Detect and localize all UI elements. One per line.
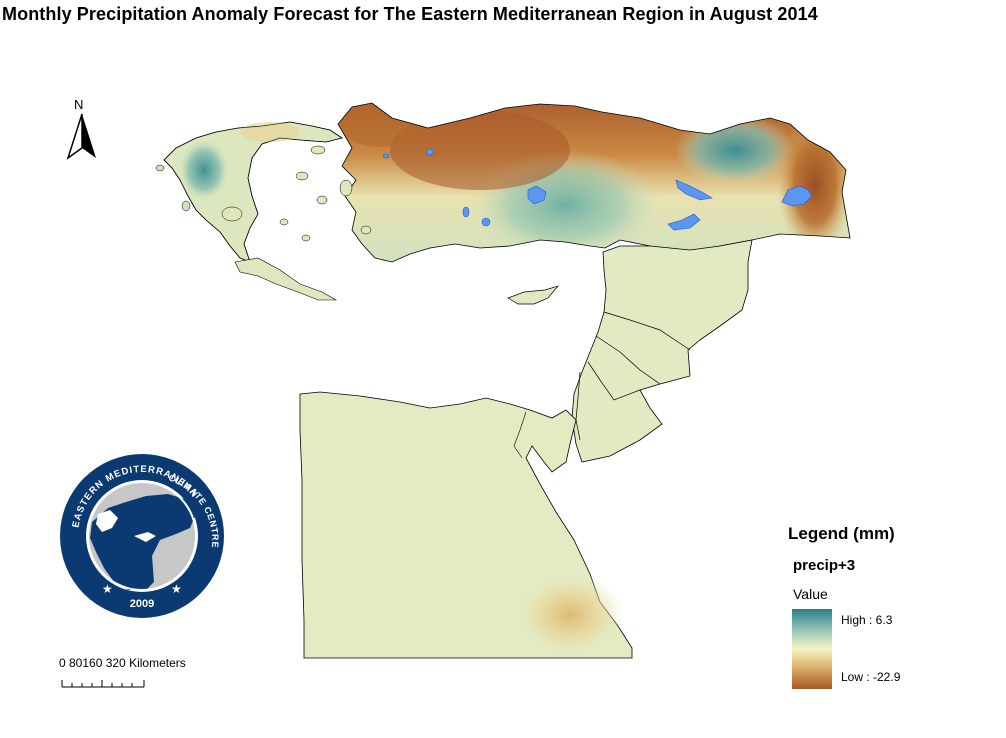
legend-low-label: Low : -22.9 (841, 670, 901, 684)
star-icon: ★ (102, 582, 113, 596)
legend-title: Legend (mm) (788, 524, 895, 543)
levant-region (571, 239, 753, 463)
turkey-region (337, 102, 851, 263)
legend-layer-name: precip+3 (793, 557, 856, 574)
cyprus-region (507, 285, 560, 305)
north-label: N (74, 97, 84, 112)
scale-bar-label: 0 80160 320 Kilometers (59, 656, 186, 670)
legend-high-label: High : 6.3 (841, 613, 893, 627)
legend-value-label: Value (793, 586, 828, 602)
scale-bar (61, 680, 145, 688)
north-arrow-icon (66, 113, 96, 160)
emcc-logo: EASTERN MEDITERRANEAN CLIMATE CENTRE 200… (60, 454, 224, 618)
greece-region (155, 121, 372, 301)
egypt-region (299, 391, 633, 659)
logo-year: 2009 (130, 598, 154, 610)
legend-color-ramp (792, 609, 832, 689)
page-title: Monthly Precipitation Anomaly Forecast f… (2, 4, 818, 24)
lakes (382, 148, 813, 231)
star-icon: ★ (171, 582, 182, 596)
